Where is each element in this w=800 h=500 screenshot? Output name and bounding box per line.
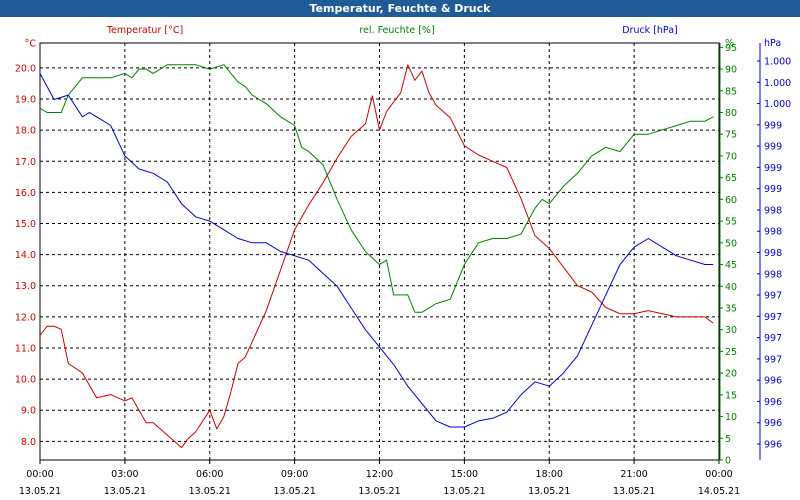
humidity-unit-label: % [725, 38, 734, 49]
temperature-tick-label: 16.0 [15, 188, 36, 199]
pressure-tick-label: 996 [764, 397, 782, 408]
pressure-tick-label: 1.000 [764, 57, 791, 68]
humidity-tick-label: 60 [725, 195, 737, 206]
x-tick-date-label: 13.05.21 [613, 486, 655, 497]
humidity-axis-title: rel. Feuchte [%] [359, 25, 434, 36]
humidity-tick-label: 85 [725, 86, 737, 97]
pressure-tick-label: 998 [764, 205, 782, 216]
x-tick-date-label: 13.05.21 [528, 486, 570, 497]
series-line-pressure [39, 73, 714, 428]
humidity-tick-label: 80 [725, 108, 737, 119]
x-tick-time-label: 03:00 [111, 469, 138, 480]
humidity-tick-label: 90 [725, 65, 737, 76]
temperature-tick-label: 8.0 [21, 437, 36, 448]
temperature-tick-label: 10.0 [15, 375, 36, 386]
x-tick-date-label: 13.05.21 [104, 486, 146, 497]
temperature-tick-label: 9.0 [21, 406, 36, 417]
humidity-tick-label: 0 [725, 456, 731, 467]
humidity-tick-label: 95 [725, 43, 737, 54]
pressure-axis-title: Druck [hPa] [622, 25, 678, 36]
x-tick-time-label: 00:00 [705, 469, 732, 480]
pressure-tick-label: 999 [764, 163, 782, 174]
pressure-tick-label: 997 [764, 354, 782, 365]
x-tick-date-label: 13.05.21 [358, 486, 400, 497]
pressure-tick-label: 999 [764, 184, 782, 195]
humidity-tick-label: 40 [725, 282, 737, 293]
temperature-tick-label: 19.0 [15, 95, 36, 106]
humidity-tick-label: 65 [725, 173, 737, 184]
humidity-tick-label: 50 [725, 238, 737, 249]
x-tick-date-label: 13.05.21 [443, 486, 485, 497]
temperature-tick-label: 20.0 [15, 63, 36, 74]
x-tick-time-label: 15:00 [451, 469, 478, 480]
plot-area [39, 42, 720, 461]
x-tick-time-label: 00:00 [26, 469, 53, 480]
humidity-tick-label: 15 [725, 390, 737, 401]
temperature-tick-label: 15.0 [15, 219, 36, 230]
humidity-tick-label: 70 [725, 151, 737, 162]
x-tick-time-label: 18:00 [536, 469, 563, 480]
pressure-tick-label: 1.000 [764, 99, 791, 110]
temperature-tick-label: 13.0 [15, 281, 36, 292]
pressure-tick-label: 996 [764, 376, 782, 387]
humidity-tick-label: 5 [725, 434, 731, 445]
humidity-tick-label: 35 [725, 303, 737, 314]
humidity-tick-label: 10 [725, 412, 737, 423]
temperature-tick-label: 11.0 [15, 343, 36, 354]
temperature-tick-label: 12.0 [15, 312, 36, 323]
temperature-tick-label: 17.0 [15, 157, 36, 168]
humidity-tick-label: 45 [725, 260, 737, 271]
pressure-tick-label: 998 [764, 248, 782, 259]
x-tick-time-label: 12:00 [366, 469, 393, 480]
humidity-tick-label: 20 [725, 369, 737, 380]
x-tick-time-label: 09:00 [281, 469, 308, 480]
x-tick-date-label: 14.05.21 [698, 486, 740, 497]
temperature-tick-label: 14.0 [15, 250, 36, 261]
humidity-tick-label: 75 [725, 130, 737, 141]
temperature-unit-label: °C [25, 39, 37, 50]
pressure-tick-label: 997 [764, 291, 782, 302]
pressure-tick-label: 997 [764, 312, 782, 323]
pressure-tick-label: 999 [764, 120, 782, 131]
pressure-tick-label: 996 [764, 418, 782, 429]
pressure-tick-label: 1.000 [764, 78, 791, 89]
temperature-axis-title: Temperatur [°C] [106, 25, 183, 36]
x-tick-date-label: 13.05.21 [19, 486, 61, 497]
pressure-unit-label: hPa [764, 38, 781, 49]
x-tick-date-label: 13.05.21 [189, 486, 231, 497]
pressure-tick-label: 998 [764, 269, 782, 280]
temperature-tick-label: 18.0 [15, 126, 36, 137]
x-tick-time-label: 21:00 [620, 469, 647, 480]
humidity-tick-label: 55 [725, 217, 737, 228]
x-tick-time-label: 06:00 [196, 469, 223, 480]
series-line-humidity [39, 64, 714, 313]
pressure-tick-label: 996 [764, 440, 782, 451]
x-tick-date-label: 13.05.21 [273, 486, 315, 497]
pressure-tick-label: 999 [764, 142, 782, 153]
window-title: Temperatur, Feuchte & Druck [0, 0, 800, 17]
humidity-tick-label: 25 [725, 347, 737, 358]
humidity-tick-label: 30 [725, 325, 737, 336]
pressure-tick-label: 997 [764, 333, 782, 344]
series-line-temperature [39, 64, 714, 449]
pressure-tick-label: 998 [764, 227, 782, 238]
